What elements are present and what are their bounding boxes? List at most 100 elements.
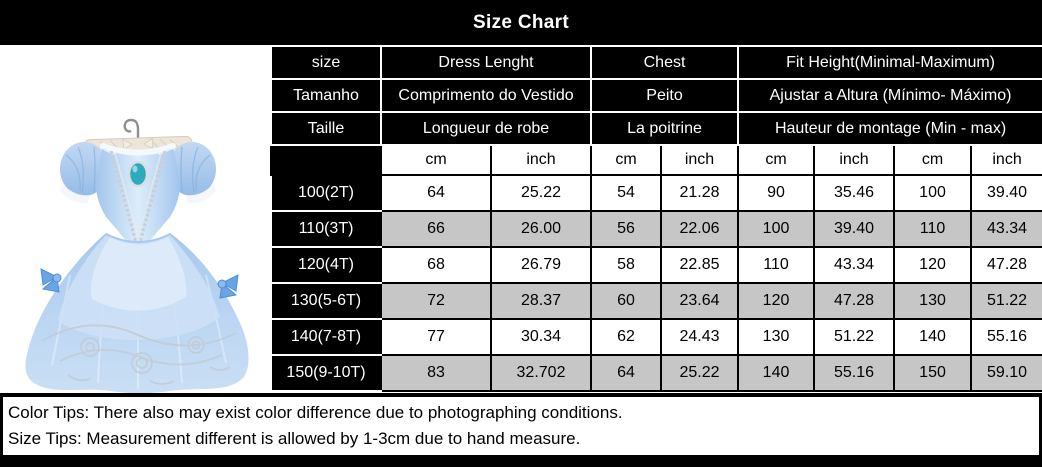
value-cell: 100 [893,174,973,212]
value-cell: 55.16 [813,354,896,392]
header-size-en: size [270,45,382,80]
color-tip: Color Tips: There also may exist color d… [8,403,623,422]
left-bow [40,268,62,293]
header-row-fr: Taille Longueur de robe La poitrine Haut… [270,111,1042,146]
value-cell: 30.34 [489,318,593,356]
size-chart-table: size Dress Lenght Chest Fit Height(Minim… [270,45,1042,392]
value-cell: 47.28 [970,246,1042,284]
value-cell: 26.00 [489,210,593,248]
value-cell: 64 [590,354,663,392]
value-cell: 54 [590,174,663,212]
size-cell: 100(2T) [270,174,382,212]
unit-cell: inch [813,144,896,176]
unit-cell: cm [590,144,663,176]
size-tip: Size Tips: Measurement different is allo… [8,429,581,448]
product-photo-panel [0,45,270,393]
unit-blank-cell [270,144,382,176]
value-cell: 77 [380,318,492,356]
unit-cell: inch [489,144,593,176]
page-title: Size Chart [473,11,569,33]
header-dress-fr: Longueur de robe [379,111,593,146]
value-cell: 28.37 [489,282,593,320]
header-dress-en: Dress Lenght [379,45,593,80]
unit-row: cm inch cm inch cm inch cm inch [270,144,1042,176]
table-row: 100(2T) 64 25.22 54 21.28 90 35.46 100 39.40 [270,174,1042,212]
value-cell: 58 [590,246,663,284]
size-cell: 150(9-10T) [270,354,382,392]
header-chest-fr: La poitrine [590,111,740,146]
value-cell: 68 [380,246,492,284]
value-cell: 47.28 [813,282,896,320]
value-cell: 120 [893,246,973,284]
unit-cell: cm [380,144,492,176]
header-chest-en: Chest [590,45,740,80]
header-size-pt: Tamanho [270,78,382,113]
value-cell: 24.43 [660,318,740,356]
value-cell: 66 [380,210,492,248]
header-chest-pt: Peito [590,78,740,113]
title-bar: Size Chart [0,0,1042,45]
value-cell: 21.28 [660,174,740,212]
value-cell: 60 [590,282,663,320]
size-cell: 140(7-8T) [270,318,382,356]
value-cell: 22.06 [660,210,740,248]
value-cell: 43.34 [970,210,1042,248]
value-cell: 90 [737,174,816,212]
unit-cell: inch [970,144,1042,176]
size-cell: 110(3T) [270,210,382,248]
value-cell: 56 [590,210,663,248]
unit-cell: inch [660,144,740,176]
value-cell: 150 [893,354,973,392]
value-cell: 51.22 [970,282,1042,320]
value-cell: 59.10 [970,354,1042,392]
value-cell: 64 [380,174,492,212]
value-cell: 26.79 [489,246,593,284]
value-cell: 25.22 [489,174,593,212]
value-cell: 130 [737,318,816,356]
embroidery [41,324,237,385]
unit-cell: cm [893,144,973,176]
value-cell: 35.46 [813,174,896,212]
size-table-wrap: size Dress Lenght Chest Fit Height(Minim… [270,45,1042,393]
header-dress-pt: Comprimento do Vestido [379,78,593,113]
table-row: 150(9-10T) 83 32.702 64 25.22 140 55.16 150 59.1… [270,354,1042,392]
header-fit-pt: Ajustar a Altura (Mínimo- Máximo) [737,78,1042,113]
value-cell: 25.22 [660,354,740,392]
tips-section: Color Tips: There also may exist color d… [0,397,1042,455]
value-cell: 39.40 [813,210,896,248]
unit-cell: cm [737,144,816,176]
header-size-fr: Taille [270,111,382,146]
value-cell: 100 [737,210,816,248]
value-cell: 43.34 [813,246,896,284]
value-cell: 130 [893,282,973,320]
hanger-hook [123,118,140,140]
value-cell: 51.22 [813,318,896,356]
table-row: 140(7-8T) 77 30.34 62 24.43 130 51.22 140 55.16 [270,318,1042,356]
size-cell: 120(4T) [270,246,382,284]
value-cell: 140 [893,318,973,356]
section-divider [0,393,1042,397]
bottom-bar [0,455,1042,467]
value-cell: 23.64 [660,282,740,320]
value-cell: 22.85 [660,246,740,284]
value-cell: 110 [737,246,816,284]
table-row: 120(4T) 68 26.79 58 22.85 110 43.34 120 47.28 [270,246,1042,284]
size-table-body: 100(2T) 64 25.22 54 21.28 90 35.46 100 39.40 110(… [270,174,1042,392]
value-cell: 72 [380,282,492,320]
value-cell: 32.702 [489,354,593,392]
value-cell: 140 [737,354,816,392]
header-row-en: size Dress Lenght Chest Fit Height(Minim… [270,45,1042,80]
header-fit-en: Fit Height(Minimal-Maximum) [737,45,1042,80]
table-row: 110(3T) 66 26.00 56 22.06 100 39.40 110 43.34 [270,210,1042,248]
value-cell: 55.16 [970,318,1042,356]
brooch [127,160,149,188]
value-cell: 110 [893,210,973,248]
value-cell: 62 [590,318,663,356]
header-row-pt: Tamanho Comprimento do Vestido Peito Aju… [270,78,1042,113]
right-bow [217,274,239,299]
product-image [25,118,249,393]
value-cell: 39.40 [970,174,1042,212]
header-fit-fr: Hauteur de montage (Min - max) [737,111,1042,146]
value-cell: 83 [380,354,492,392]
